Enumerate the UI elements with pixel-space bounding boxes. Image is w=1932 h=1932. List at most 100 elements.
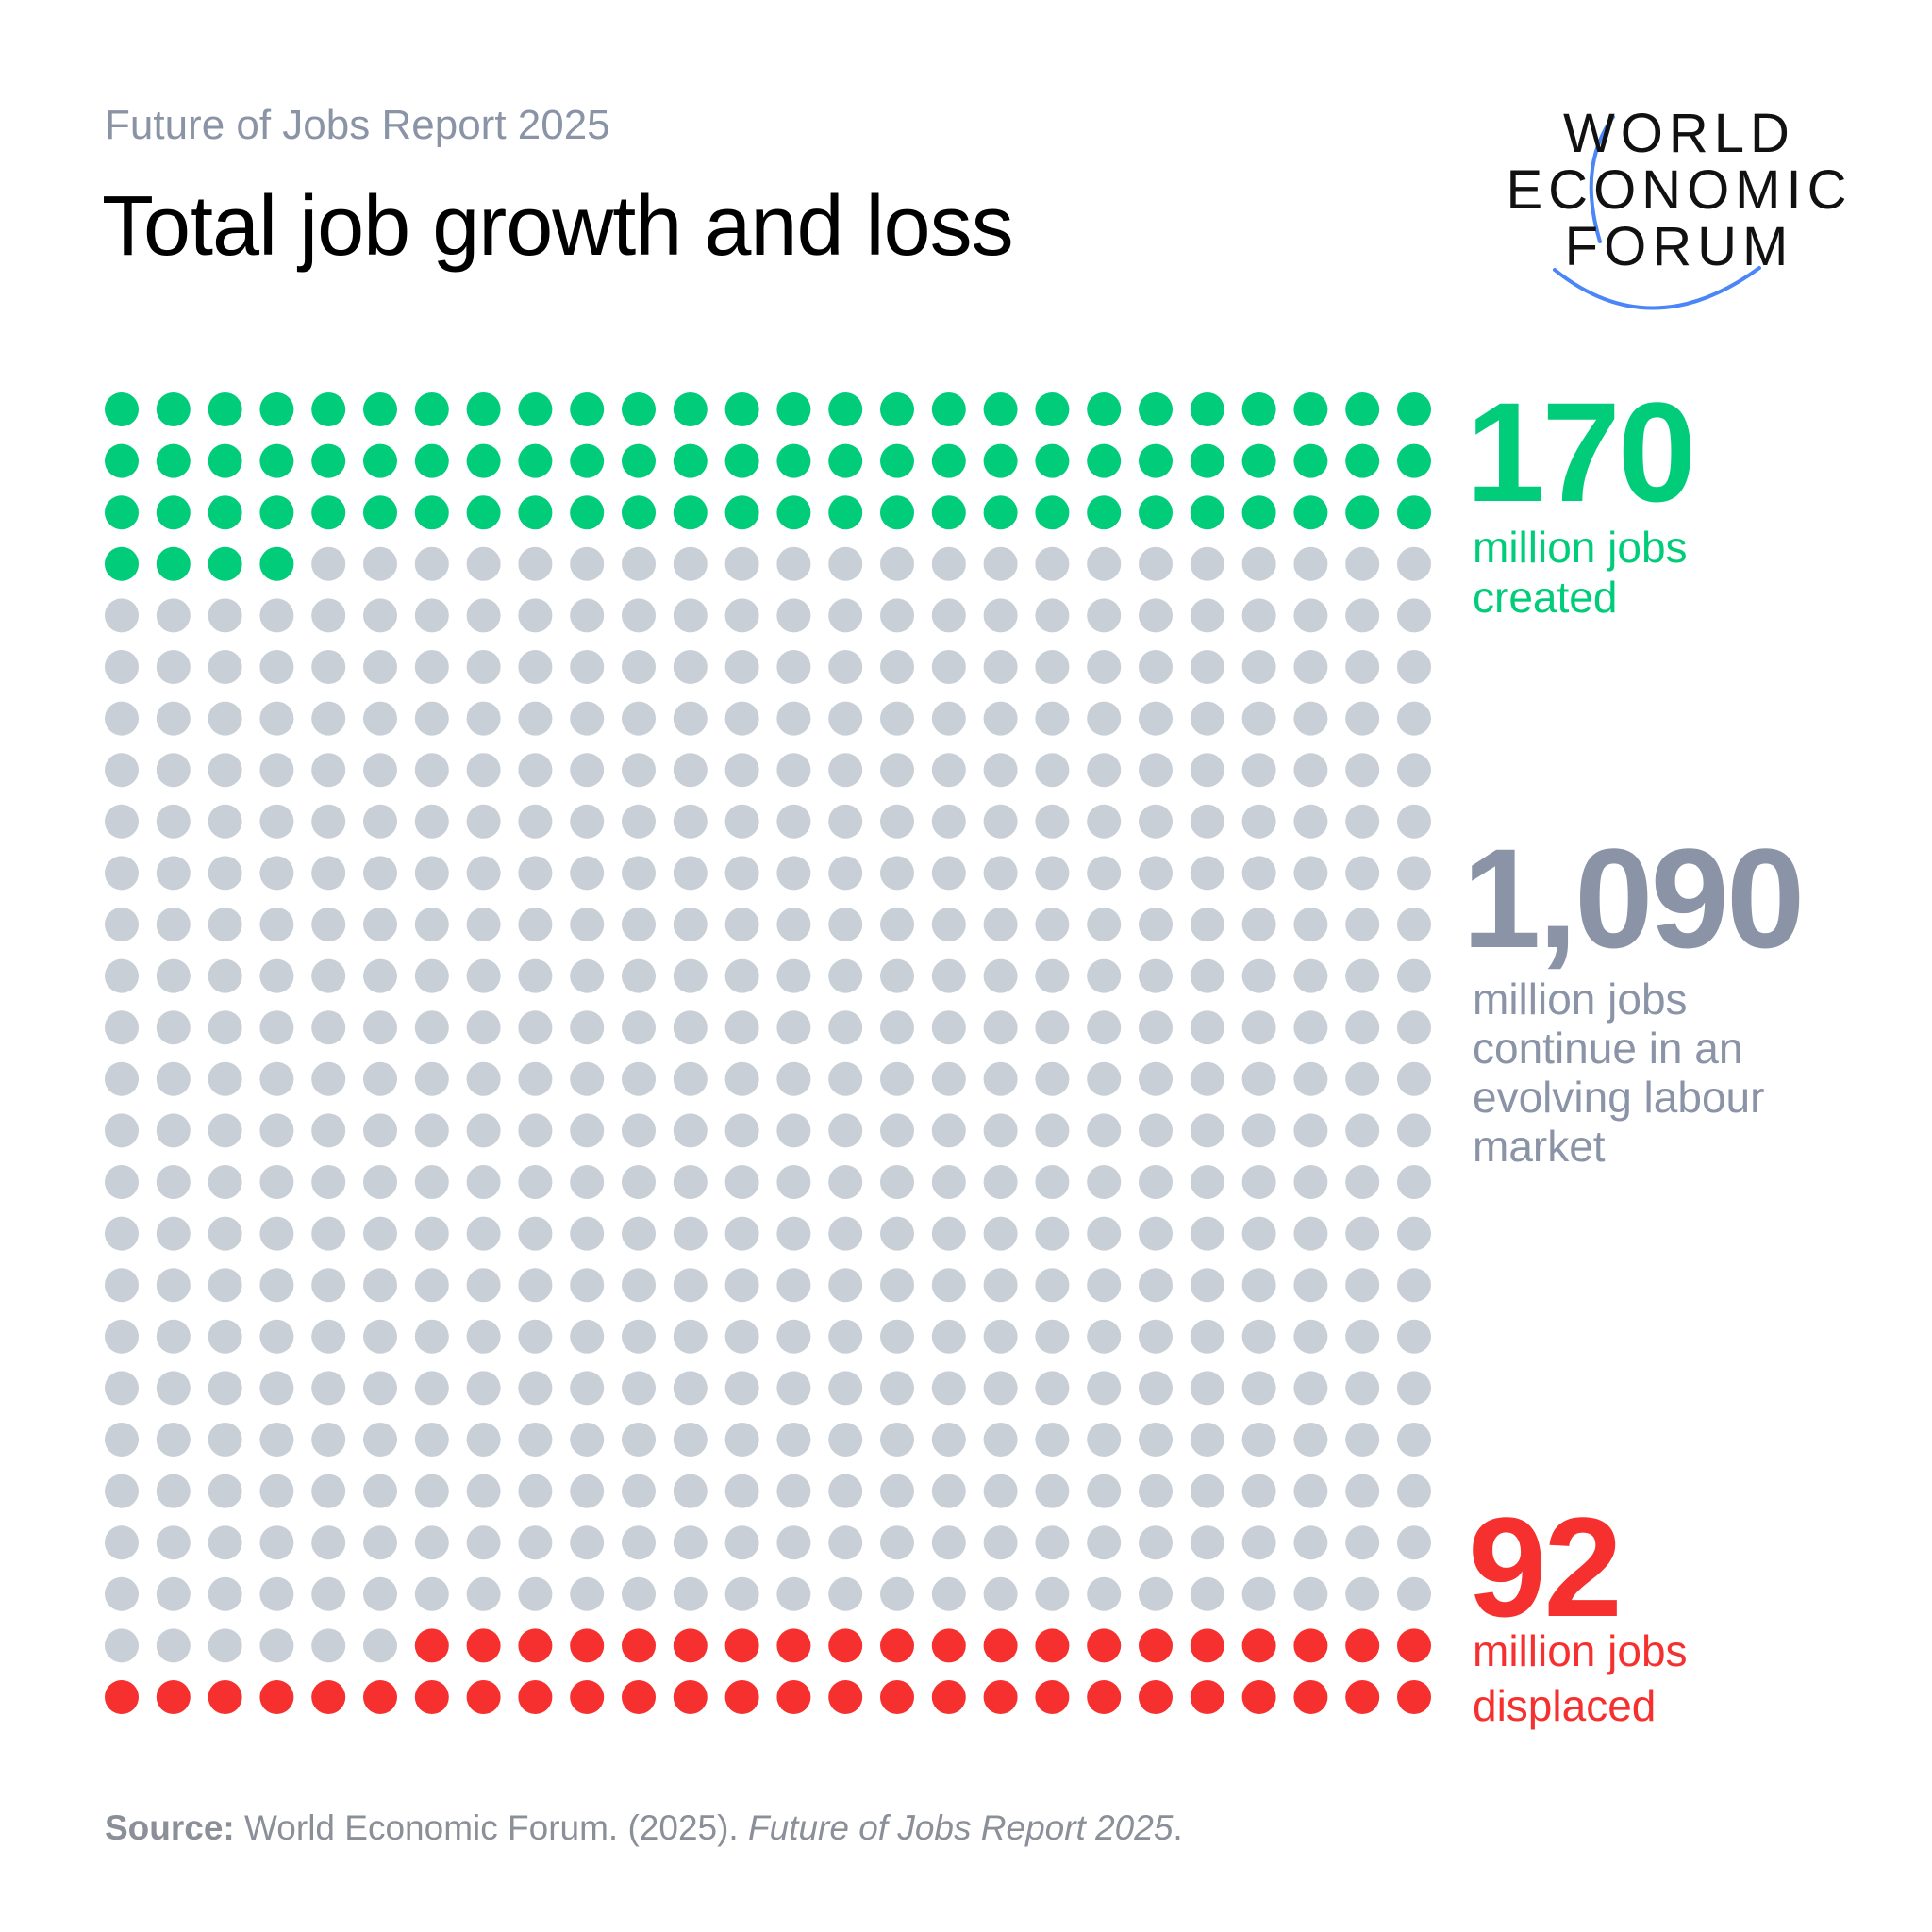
dot-continue: [1345, 1423, 1380, 1457]
dot-created: [673, 495, 708, 530]
dot-continue: [983, 598, 1018, 633]
dot-continue: [1397, 1216, 1431, 1251]
dot-continue: [931, 546, 966, 581]
dot-continue: [1397, 1576, 1431, 1611]
dot-continue: [983, 1423, 1018, 1457]
dot-created: [1241, 495, 1276, 530]
dot-continue: [1035, 1319, 1070, 1354]
dot-continue: [1139, 650, 1173, 684]
dot-continue: [673, 753, 708, 788]
dot-continue: [363, 598, 397, 633]
dot-continue: [414, 650, 449, 684]
dot-created: [208, 495, 242, 530]
dot-continue: [156, 701, 191, 736]
dot-continue: [363, 1010, 397, 1045]
dot-continue: [1293, 958, 1328, 993]
dot-continue: [1241, 701, 1276, 736]
dot-continue: [570, 650, 605, 684]
dot-continue: [105, 753, 139, 788]
dot-created: [466, 495, 501, 530]
dot-created: [518, 443, 553, 478]
dot-displaced: [724, 1680, 759, 1714]
dot-created: [622, 495, 656, 530]
dot-continue: [931, 1010, 966, 1045]
dot-continue: [1293, 1319, 1328, 1354]
dot-continue: [1139, 598, 1173, 633]
dot-continue: [208, 804, 242, 839]
dot-continue: [466, 1165, 501, 1199]
dot-continue: [931, 650, 966, 684]
dot-continue: [1190, 1474, 1224, 1508]
dot-continue: [776, 1113, 811, 1148]
dot-continue: [1139, 1525, 1173, 1560]
dot-continue: [1293, 804, 1328, 839]
dot-created: [1139, 443, 1173, 478]
dot-continue: [1035, 1113, 1070, 1148]
dot-continue: [880, 701, 914, 736]
dot-continue: [1397, 1474, 1431, 1508]
dot-continue: [828, 1576, 863, 1611]
dot-continue: [105, 598, 139, 633]
dot-continue: [1087, 908, 1122, 941]
dot-continue: [776, 1061, 811, 1096]
dot-continue: [518, 1010, 553, 1045]
dot-continue: [363, 546, 397, 581]
dot-continue: [776, 1525, 811, 1560]
dot-continue: [1087, 1474, 1122, 1508]
dot-continue: [208, 1113, 242, 1148]
dot-continue: [1345, 958, 1380, 993]
dot-continue: [1293, 1371, 1328, 1406]
dot-continue: [105, 1268, 139, 1303]
dot-continue: [1241, 1319, 1276, 1354]
dot-continue: [1293, 1525, 1328, 1560]
dot-continue: [724, 1268, 759, 1303]
source-note: Source: World Economic Forum. (2025). Fu…: [105, 1807, 1183, 1849]
dot-created: [363, 443, 397, 478]
dot-continue: [570, 1061, 605, 1096]
dot-continue: [1241, 804, 1276, 839]
dot-continue: [1293, 1474, 1328, 1508]
dot-continue: [1190, 804, 1224, 839]
dot-continue: [880, 1113, 914, 1148]
dot-continue: [1190, 1268, 1224, 1303]
dot-continue: [208, 1423, 242, 1457]
dot-continue: [156, 1371, 191, 1406]
dot-continue: [828, 1371, 863, 1406]
dot-continue: [880, 804, 914, 839]
dot-created: [1087, 443, 1122, 478]
dot-displaced: [1397, 1680, 1431, 1714]
dot-continue: [931, 856, 966, 891]
dot-created: [414, 495, 449, 530]
dot-continue: [259, 1061, 294, 1096]
dot-created: [156, 495, 191, 530]
dot-displaced: [208, 1680, 242, 1714]
dot-continue: [880, 753, 914, 788]
dot-continue: [311, 1371, 346, 1406]
dot-created: [776, 392, 811, 426]
dot-continue: [1345, 908, 1380, 941]
dot-continue: [311, 1628, 346, 1663]
dot-continue: [259, 958, 294, 993]
dot-continue: [259, 856, 294, 891]
dot-continue: [1087, 598, 1122, 633]
dot-continue: [414, 1371, 449, 1406]
dot-continue: [414, 753, 449, 788]
dot-continue: [1087, 753, 1122, 788]
dot-continue: [1345, 1474, 1380, 1508]
stat-displaced-label-line1: million jobs: [1473, 1626, 1688, 1675]
dot-continue: [1035, 1576, 1070, 1611]
dot-continue: [1087, 1423, 1122, 1457]
dot-continue: [414, 546, 449, 581]
dot-continue: [1345, 1319, 1380, 1354]
dot-continue: [1190, 1371, 1224, 1406]
dot-continue: [1293, 1061, 1328, 1096]
dot-created: [724, 495, 759, 530]
dot-continue: [880, 1319, 914, 1354]
dot-continue: [466, 1474, 501, 1508]
dot-created: [1190, 495, 1224, 530]
dot-displaced: [1139, 1680, 1173, 1714]
dot-continue: [259, 753, 294, 788]
dot-continue: [414, 1268, 449, 1303]
